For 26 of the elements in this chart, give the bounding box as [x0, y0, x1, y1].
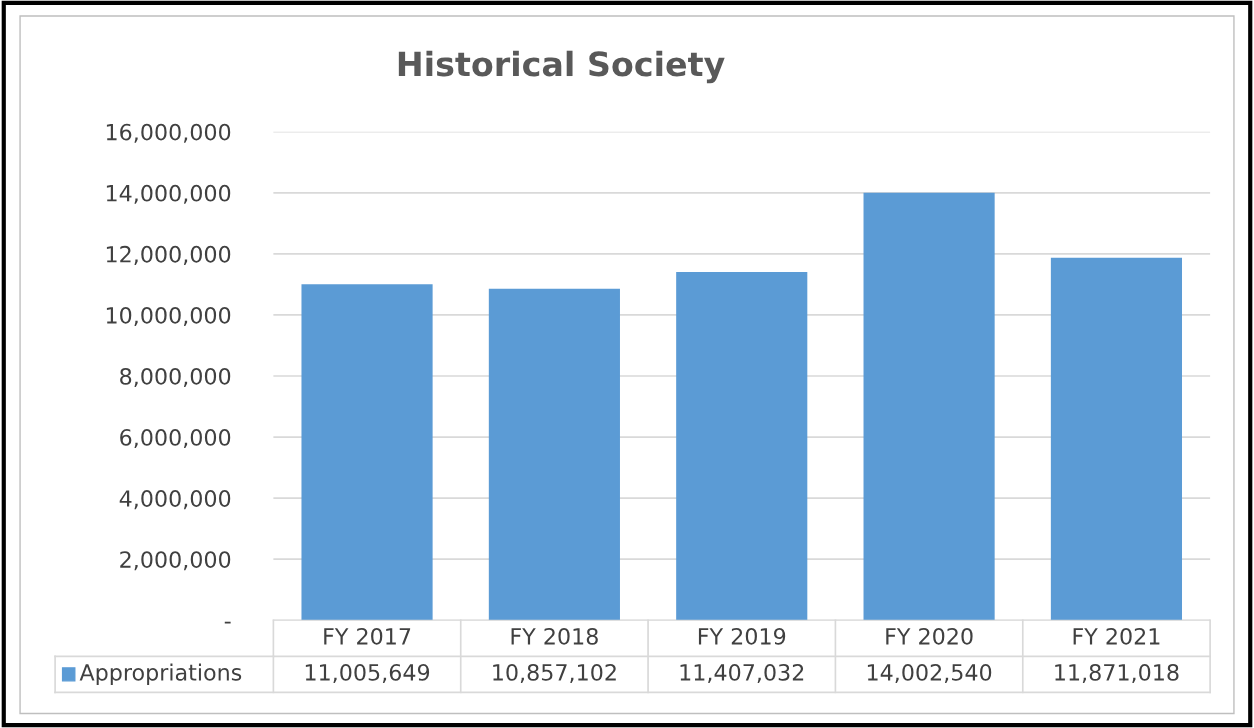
- bar: [676, 271, 808, 621]
- bar: [863, 192, 995, 621]
- x-tick-label: FY 2021: [1073, 627, 1160, 645]
- data-label: 14,002,540: [867, 663, 992, 684]
- x-tick-label: FY 2018: [511, 627, 598, 645]
- bar: [301, 284, 433, 621]
- bar: [1050, 257, 1183, 621]
- y-tick-label: 12,000,000: [106, 245, 231, 265]
- legend-label: Appropriations: [79, 663, 242, 686]
- x-tick-label: FY 2019: [698, 627, 786, 645]
- chart-title: Historical Society: [398, 50, 725, 84]
- data-label: 10,857,102: [493, 663, 616, 684]
- y-tick-label: 8,000,000: [120, 367, 231, 388]
- data-label: 11,871,018: [1055, 663, 1179, 684]
- y-tick-label: 16,000,000: [106, 123, 231, 143]
- y-tick-label: 6,000,000: [120, 429, 231, 449]
- data-label: 11,005,649: [305, 663, 430, 684]
- y-tick-label: 2,000,000: [120, 551, 231, 571]
- y-tick-label: 4,000,000: [119, 490, 231, 510]
- data-label: 11,407,032: [680, 663, 804, 684]
- y-tick-label: 10,000,000: [106, 306, 231, 326]
- bar: [488, 288, 620, 621]
- x-tick-label: FY 2017: [324, 627, 411, 645]
- y-tick-label: 14,000,000: [106, 184, 231, 204]
- y-tick-label: -: [224, 621, 231, 624]
- x-tick-label: FY 2020: [886, 627, 973, 645]
